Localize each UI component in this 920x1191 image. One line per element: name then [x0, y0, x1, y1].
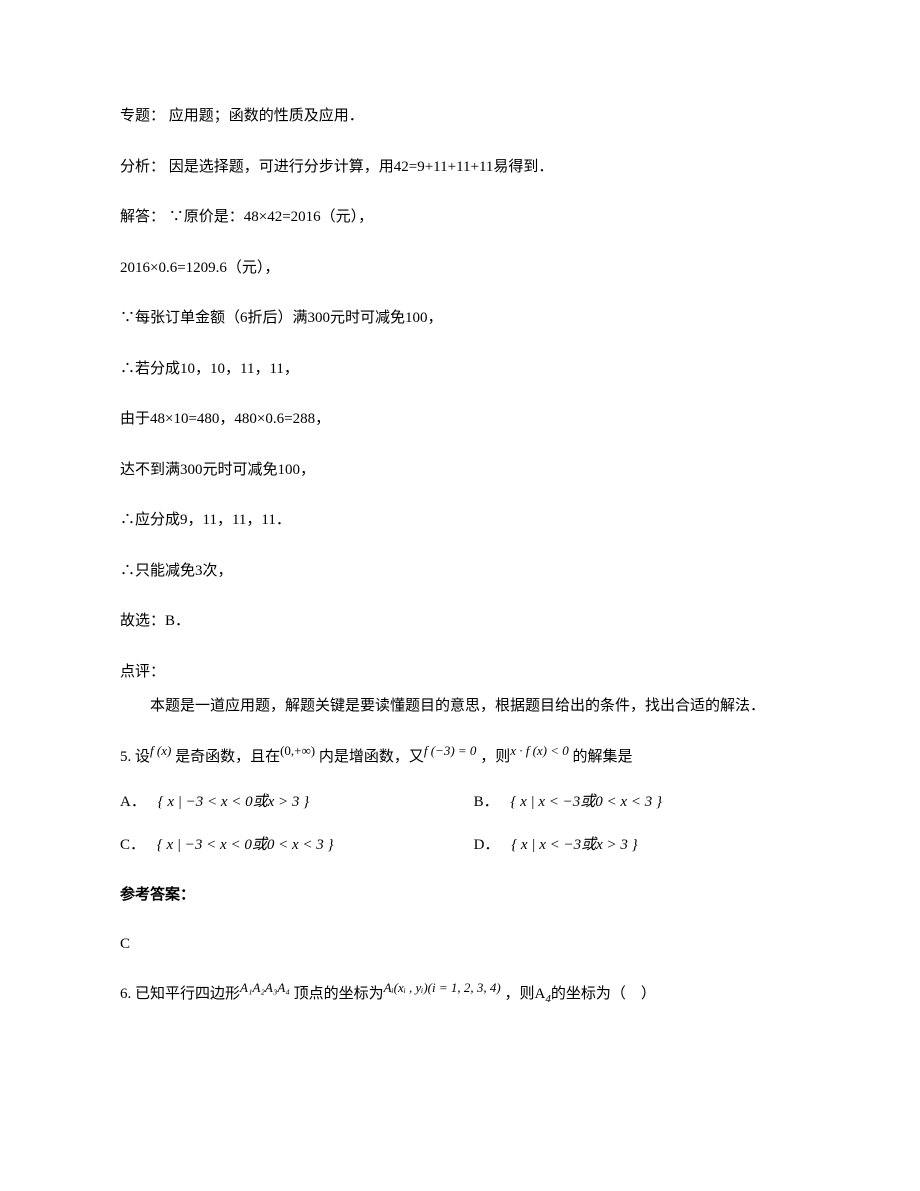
q5-choice-a: A． { x | −3 < x < 0或x > 3 }	[120, 790, 474, 811]
solution-line-5: 达不到满300元时可减免100，	[120, 459, 800, 482]
comment-text: 本题是一道应用题，解题关键是要读懂题目的意思，根据题目给出的条件，找出合适的解法…	[150, 698, 765, 714]
q5-number: 5.	[120, 749, 131, 765]
solution-line-8: 故选：B．	[120, 610, 800, 633]
q5-interval: (0,+∞)	[280, 743, 315, 758]
q6-vertices: A₁A₂A₃A₄	[240, 980, 290, 995]
choice-label-a: A．	[120, 794, 146, 810]
q5-f1: f (x)	[150, 743, 171, 758]
answer-value-line: C	[120, 933, 800, 956]
topic-line: 专题： 应用题；函数的性质及应用．	[120, 105, 800, 128]
solution-line-4: 由于48×10=480，480×0.6=288，	[120, 408, 800, 431]
choice-label-b: B．	[474, 794, 499, 810]
solution-line-2: ∵每张订单金额（6折后）满300元时可减免100，	[120, 307, 800, 330]
q6-mid2: ，则A	[504, 986, 545, 1002]
q5-choice-d: D． { x | x < −3或x > 3 }	[474, 833, 800, 854]
choice-label-d: D．	[474, 837, 500, 853]
topic-label: 专题：	[120, 108, 165, 124]
q5-choice-a-text: { x | −3 < x < 0或x > 3 }	[158, 794, 310, 810]
analysis-text: 因是选择题，可进行分步计算，用42=9+11+11+11易得到．	[169, 159, 554, 175]
q5-choice-c: C． { x | −3 < x < 0或0 < x < 3 }	[120, 833, 474, 854]
solution-text-6: ∴应分成9，11，11，11．	[120, 512, 291, 528]
q5-ineq: x · f (x) < 0	[510, 743, 569, 758]
solution-text-7: ∴只能减免3次，	[120, 563, 233, 579]
answer-label: 参考答案：	[120, 887, 195, 903]
q5-choice-c-text: { x | −3 < x < 0或0 < x < 3 }	[157, 837, 334, 853]
q5-choices-row-2: C． { x | −3 < x < 0或0 < x < 3 } D． { x |…	[120, 833, 800, 854]
q5-choice-d-text: { x | x < −3或x > 3 }	[511, 837, 637, 853]
answer-value: C	[120, 936, 130, 952]
q6-suffix: 的坐标为（ ）	[551, 986, 656, 1002]
solution-line-0: 解答： ∵原价是：48×42=2016（元），	[120, 206, 800, 229]
solution-line-7: ∴只能减免3次，	[120, 560, 800, 583]
q5-choice-b-text: { x | x < −3或0 < x < 3 }	[510, 794, 662, 810]
q6-number: 6.	[120, 986, 131, 1002]
q6-mid1: 顶点的坐标为	[294, 986, 384, 1002]
topic-text: 应用题；函数的性质及应用．	[169, 108, 364, 124]
q5-mid2: 内是增函数，又	[319, 749, 424, 765]
question-6: 6. 已知平行四边形A₁A₂A₃A₄ 顶点的坐标为Aᵢ(xᵢ , yᵢ)(i =…	[120, 983, 800, 1008]
solution-text-0: ∵原价是：48×42=2016（元），	[169, 209, 373, 225]
comment-label-line: 点评：	[120, 661, 800, 684]
choice-label-c: C．	[120, 837, 145, 853]
analysis-label: 分析：	[120, 159, 165, 175]
question-5: 5. 设f (x) 是奇函数，且在(0,+∞) 内是增函数，又f (−3) = …	[120, 746, 800, 769]
solution-text-5: 达不到满300元时可减免100，	[120, 462, 315, 478]
q6-coord: Aᵢ(xᵢ , yᵢ)(i = 1, 2, 3, 4)	[384, 980, 501, 995]
solution-text-8: 故选：B．	[120, 613, 190, 629]
solution-label: 解答：	[120, 209, 165, 225]
solution-text-2: ∵每张订单金额（6折后）满300元时可减免100，	[120, 310, 443, 326]
solution-line-3: ∴若分成10，10，11，11，	[120, 358, 800, 381]
analysis-line: 分析： 因是选择题，可进行分步计算，用42=9+11+11+11易得到．	[120, 156, 800, 179]
solution-text-4: 由于48×10=480，480×0.6=288，	[120, 411, 330, 427]
q5-mid3: ，则	[480, 749, 510, 765]
comment-label: 点评：	[120, 664, 165, 680]
q5-suffix: 的解集是	[573, 749, 633, 765]
solution-line-6: ∴应分成9，11，11，11．	[120, 509, 800, 532]
q5-choices-row-1: A． { x | −3 < x < 0或x > 3 } B． { x | x <…	[120, 790, 800, 811]
q5-mid1: 是奇函数，且在	[175, 749, 280, 765]
q6-prefix: 已知平行四边形	[135, 986, 240, 1002]
solution-text-3: ∴若分成10，10，11，11，	[120, 361, 299, 377]
answer-label-line: 参考答案：	[120, 884, 800, 907]
comment-text-line: 本题是一道应用题，解题关键是要读懂题目的意思，根据题目给出的条件，找出合适的解法…	[120, 695, 800, 718]
q5-prefix: 设	[135, 749, 150, 765]
q5-f2: f (−3) = 0	[424, 743, 477, 758]
q5-choice-b: B． { x | x < −3或0 < x < 3 }	[474, 790, 800, 811]
solution-text-1: 2016×0.6=1209.6（元），	[120, 260, 279, 276]
solution-line-1: 2016×0.6=1209.6（元），	[120, 257, 800, 280]
